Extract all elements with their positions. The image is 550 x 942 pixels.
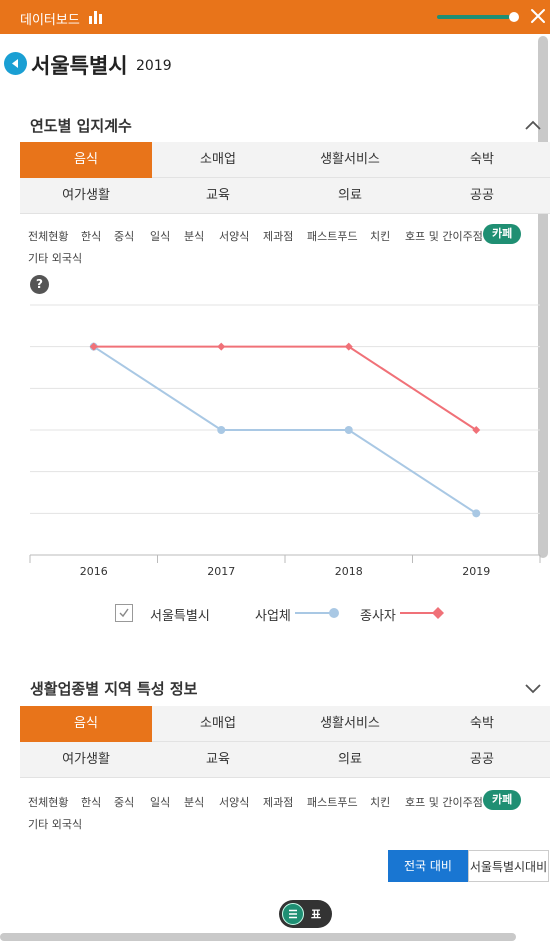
series-line-business [93,345,477,515]
triangle-left-icon [12,59,18,68]
subcat-korean[interactable]: 한식 [81,796,102,809]
subcategory-list-2: 전체현황 한식 중식 일식 분식 서양식 제과점 패스트푸드 치킨 호프 및 간… [28,790,528,842]
menu-icon [282,903,304,925]
compare-national-button[interactable]: 전국 대비 [388,850,468,882]
tab-food[interactable]: 음식 [20,706,152,742]
tab-education[interactable]: 교육 [206,752,230,767]
subcat-snack[interactable]: 분식 [184,230,205,243]
tab-lodging[interactable]: 숙박 [470,152,494,167]
page-year: 2019 [136,58,172,74]
tab-lodging[interactable]: 숙박 [470,716,494,731]
vertical-scrollbar[interactable] [538,36,548,558]
subcat-cafe[interactable]: 카페 [483,224,522,244]
subcat-all[interactable]: 전체현황 [28,796,69,809]
subcat-japanese[interactable]: 일식 [150,796,171,809]
legend-series-business: 사업체 [255,609,291,624]
subcat-chicken[interactable]: 치킨 [370,796,391,809]
data-point-business [344,426,353,434]
tab-row: 여가생활 교육 의료 공공 [20,178,550,214]
tab-food[interactable]: 음식 [20,142,152,178]
tab-retail[interactable]: 소매업 [200,716,236,731]
tab-public[interactable]: 공공 [470,752,494,767]
data-point-workers [344,342,353,351]
series-line-workers [93,345,477,431]
legend-series-workers: 종사자 [360,609,396,624]
app-title: 데이터보드 [20,13,80,28]
table-toggle-button[interactable]: 표 [279,900,332,928]
tab-leisure[interactable]: 여가생활 [62,752,110,767]
subcat-chicken[interactable]: 치킨 [370,230,391,243]
data-point-workers [89,342,98,351]
x-tick-label: 2018 [335,565,363,578]
legend-line-workers [400,607,444,619]
subcat-korean[interactable]: 한식 [81,230,102,243]
tab-education[interactable]: 교육 [206,188,230,203]
tab-leisure[interactable]: 여가생활 [62,188,110,203]
subcat-pub[interactable]: 호프 및 간이주점 [405,796,483,809]
subcat-western[interactable]: 서양식 [219,230,250,243]
section-title-location-quotient: 연도별 입지계수 [30,117,132,135]
close-icon[interactable] [530,8,546,24]
subcat-bakery[interactable]: 제과점 [263,230,294,243]
tab-retail[interactable]: 소매업 [200,152,236,167]
x-tick-label: 2016 [80,565,108,578]
subcat-all[interactable]: 전체현황 [28,230,69,243]
back-button[interactable] [4,52,27,75]
subcat-chinese[interactable]: 중식 [114,796,135,809]
data-point-business [472,509,481,518]
location-quotient-chart: 2016 2017 2018 2019 [29,304,541,578]
subcat-fastfood[interactable]: 패스트푸드 [307,230,358,243]
help-button[interactable]: ? [30,275,49,294]
chart-legend: 서울특별시 사업체 종사자 [115,602,475,624]
subcat-fastfood[interactable]: 패스트푸드 [307,796,358,809]
legend-line-business [295,608,339,618]
subcat-bakery[interactable]: 제과점 [263,796,294,809]
category-tabs-2: 음식 소매업 생활서비스 숙박 여가생활 교육 의료 공공 [20,706,550,778]
slider-track [437,15,510,19]
section-title-region-traits: 생활업종별 지역 특성 정보 [30,680,198,698]
zoom-slider[interactable] [437,12,519,22]
horizontal-scrollbar[interactable] [0,933,516,941]
tab-medical[interactable]: 의료 [338,752,362,767]
check-icon [119,608,129,618]
subcat-cafe[interactable]: 카페 [483,790,522,810]
subcat-other-foreign[interactable]: 기타 외국식 [28,818,83,831]
subcat-japanese[interactable]: 일식 [150,230,171,243]
tab-row: 음식 소매업 생활서비스 숙박 [20,706,550,742]
subcat-western[interactable]: 서양식 [219,796,250,809]
subcat-other-foreign[interactable]: 기타 외국식 [28,252,83,265]
x-tick-label: 2017 [207,565,235,578]
subcategory-list: 전체현황 한식 중식 일식 분식 서양식 제과점 패스트푸드 치킨 호프 및 간… [28,224,528,276]
chevron-up-icon[interactable] [524,119,542,131]
chevron-down-icon[interactable] [524,683,542,695]
compare-seoul-button[interactable]: 서울특별시대비 [468,850,549,882]
tab-row: 음식 소매업 생활서비스 숙박 [20,142,550,178]
legend-region-label: 서울특별시 [150,609,210,624]
tab-public[interactable]: 공공 [470,188,494,203]
table-toggle-label: 표 [311,908,322,921]
tab-living-service[interactable]: 생활서비스 [320,152,380,167]
slider-knob[interactable] [508,12,519,22]
data-point-workers [217,342,226,351]
category-tabs: 음식 소매업 생활서비스 숙박 여가생활 교육 의료 공공 [20,142,550,214]
x-tick-label: 2019 [462,565,490,578]
tab-living-service[interactable]: 생활서비스 [320,716,380,731]
tab-row: 여가생활 교육 의료 공공 [20,742,550,778]
compare-toggle: 전국 대비 서울특별시대비 [388,850,550,882]
data-point-business [217,426,226,434]
top-bar: 데이터보드 [0,0,550,34]
subcat-snack[interactable]: 분식 [184,796,205,809]
bar-chart-icon[interactable] [89,10,103,24]
page-title: 서울특별시 [31,54,128,78]
subcat-pub[interactable]: 호프 및 간이주점 [405,230,483,243]
region-checkbox[interactable] [115,604,133,622]
subcat-chinese[interactable]: 중식 [114,230,135,243]
tab-medical[interactable]: 의료 [338,188,362,203]
data-point-workers [472,426,481,434]
